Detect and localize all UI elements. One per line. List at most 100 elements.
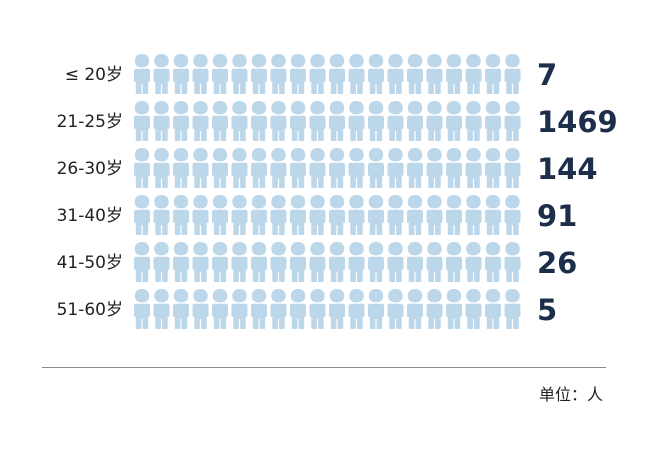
person-icon <box>290 101 306 141</box>
row-value: 7 <box>537 58 557 92</box>
person-icon <box>387 242 404 282</box>
person-icon <box>270 242 287 282</box>
person-icon <box>251 148 267 188</box>
person-icon <box>192 148 209 188</box>
person-icon <box>134 148 150 188</box>
person-icon <box>270 54 287 94</box>
row-label: 41-50岁 <box>57 253 123 273</box>
person-icon <box>309 242 326 282</box>
person-icon <box>504 101 521 141</box>
person-icon <box>504 54 521 94</box>
person-icon <box>153 195 170 235</box>
person-icon <box>309 289 326 329</box>
person-icon <box>290 195 306 235</box>
person-icon <box>426 54 443 94</box>
person-icon <box>407 195 423 235</box>
person-icon <box>329 148 345 188</box>
unit-note: 单位：人 <box>538 385 603 404</box>
person-icon <box>485 101 501 141</box>
person-icon <box>446 289 462 329</box>
person-icon <box>212 195 228 235</box>
person-icon <box>231 289 248 329</box>
person-icon <box>465 195 482 235</box>
person-icon <box>231 54 248 94</box>
person-icon <box>251 289 267 329</box>
person-icon <box>348 148 365 188</box>
chart-rows: ≤ 20岁 7 21-25岁 1469 26-30岁 144 31-40岁 91 41-50岁 2… <box>57 54 618 329</box>
person-icon <box>212 289 228 329</box>
person-icon <box>407 289 423 329</box>
person-icon <box>504 195 521 235</box>
person-icon <box>134 101 150 141</box>
chart-row: 41-50岁 26 <box>57 242 577 282</box>
person-icon <box>446 242 462 282</box>
row-label: 31-40岁 <box>57 206 123 226</box>
person-icon <box>387 289 404 329</box>
person-icon <box>485 195 501 235</box>
person-icon <box>407 101 423 141</box>
person-icon <box>153 54 170 94</box>
person-icon <box>153 101 170 141</box>
row-label: 26-30岁 <box>57 159 123 179</box>
row-value: 144 <box>537 152 598 186</box>
person-icon <box>485 242 501 282</box>
person-icon <box>251 195 267 235</box>
person-icon <box>368 101 384 141</box>
divider-line <box>42 367 606 368</box>
person-icon <box>290 54 306 94</box>
person-icon <box>504 289 521 329</box>
chart-row: 21-25岁 1469 <box>57 101 618 141</box>
person-icon <box>446 54 462 94</box>
row-value: 1469 <box>537 105 618 139</box>
person-icon <box>387 195 404 235</box>
person-icon <box>173 148 189 188</box>
person-icon <box>465 289 482 329</box>
person-icon <box>446 148 462 188</box>
person-icon <box>465 54 482 94</box>
person-icon <box>192 101 209 141</box>
person-icon <box>231 101 248 141</box>
row-value: 26 <box>537 246 577 280</box>
person-icon <box>465 101 482 141</box>
person-icon <box>348 54 365 94</box>
person-icon <box>231 148 248 188</box>
person-icon <box>387 148 404 188</box>
person-icon <box>251 101 267 141</box>
chart-row: ≤ 20岁 7 <box>65 54 557 94</box>
person-icon <box>173 289 189 329</box>
person-icon <box>192 195 209 235</box>
person-icon <box>231 242 248 282</box>
person-icon <box>290 289 306 329</box>
person-icon <box>212 101 228 141</box>
person-icon <box>329 195 345 235</box>
person-icon <box>309 148 326 188</box>
person-icon <box>309 54 326 94</box>
person-icon <box>348 101 365 141</box>
person-icon <box>426 195 443 235</box>
person-icon <box>173 242 189 282</box>
person-icon <box>212 242 228 282</box>
person-icon <box>212 54 228 94</box>
person-icon <box>153 289 170 329</box>
person-icon <box>251 54 267 94</box>
person-icon <box>134 195 150 235</box>
person-icon <box>270 101 287 141</box>
chart-row: 26-30岁 144 <box>57 148 598 188</box>
person-icon <box>329 289 345 329</box>
person-icon <box>134 242 150 282</box>
person-icon <box>407 148 423 188</box>
person-icon <box>329 242 345 282</box>
person-icon <box>465 242 482 282</box>
person-icon <box>426 101 443 141</box>
person-icon <box>446 101 462 141</box>
person-icon <box>368 54 384 94</box>
person-icon <box>270 195 287 235</box>
chart-row: 51-60岁 5 <box>57 289 557 329</box>
person-icon <box>426 242 443 282</box>
person-icon <box>192 242 209 282</box>
person-icon <box>387 54 404 94</box>
person-icon <box>387 101 404 141</box>
person-icon <box>368 148 384 188</box>
person-icon <box>368 195 384 235</box>
